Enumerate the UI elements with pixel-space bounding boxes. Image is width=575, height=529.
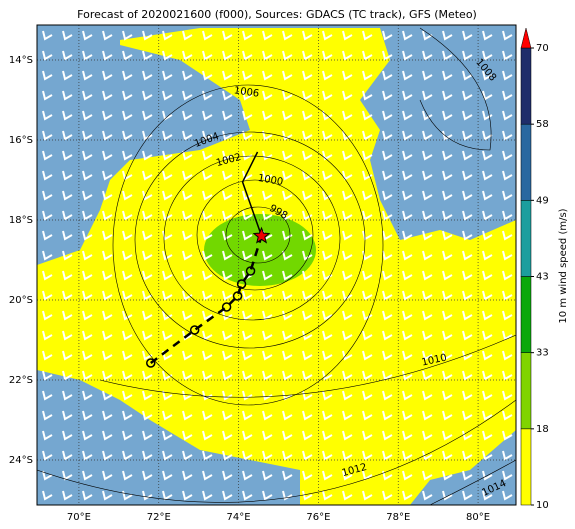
- x-tick-label: 70°E: [67, 512, 91, 523]
- colorbar-tick-label: 43: [536, 272, 549, 283]
- x-tick-label: 72°E: [147, 512, 171, 523]
- colorbar-extend: [520, 27, 532, 49]
- y-tick-label: 14°S: [9, 55, 33, 66]
- x-tick-label: 80°E: [466, 512, 490, 523]
- y-tick-label: 18°S: [9, 215, 33, 226]
- x-tick-label: 78°E: [386, 512, 410, 523]
- colorbar-segment: [520, 428, 532, 506]
- track-point: [146, 358, 156, 368]
- isobars: [37, 27, 516, 505]
- y-tick-label: 22°S: [9, 375, 33, 386]
- wind-barbs: [37, 25, 516, 505]
- colorbar-tick-label: 18: [536, 424, 549, 435]
- y-tick-label: 20°S: [9, 295, 33, 306]
- contour-label: 1006: [233, 85, 260, 99]
- contour-label: 1010: [421, 352, 448, 368]
- colorbar-segment: [520, 123, 532, 201]
- colorbar-segment: [520, 47, 532, 125]
- contour-label: 1000: [257, 173, 284, 188]
- colorbar-tick-label: 10: [536, 500, 549, 511]
- track-point: [236, 279, 247, 289]
- track-point: [245, 266, 256, 276]
- map-frame: [36, 24, 517, 506]
- track-point: [189, 325, 200, 335]
- y-tick-label: 24°S: [9, 455, 33, 466]
- colorbar-segment: [520, 200, 532, 277]
- y-tick-label: 16°S: [9, 135, 33, 146]
- colorbar-tick-label: 58: [536, 119, 549, 130]
- colorbar-tick-label: 33: [536, 348, 549, 359]
- colorbar-segment: [520, 276, 532, 353]
- storm-position: [252, 226, 271, 244]
- map-title: Forecast of 2020021600 (f000), Sources: …: [77, 8, 477, 21]
- x-tick-label: 76°E: [306, 512, 330, 523]
- colorbar-tick-label: 49: [536, 195, 549, 206]
- colorbar-label: 10 m wind speed (m/s): [558, 208, 569, 323]
- track-point: [232, 291, 243, 301]
- colorbar-tick-label: 70: [536, 43, 549, 54]
- forecast-track: [241, 151, 263, 237]
- x-tick-label: 74°E: [227, 512, 251, 523]
- colorbar-segment: [520, 352, 532, 430]
- track-point: [221, 302, 232, 312]
